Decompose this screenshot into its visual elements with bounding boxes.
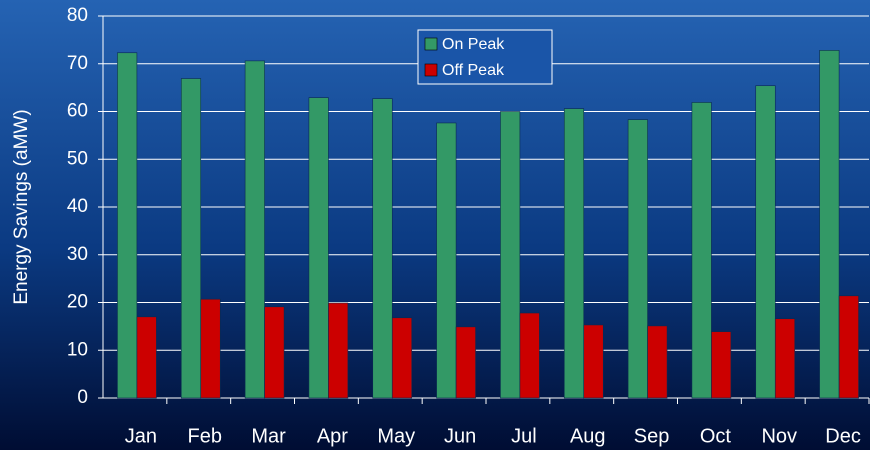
bar: [691, 102, 712, 399]
bar: [819, 50, 840, 399]
y-tick-label: 60: [67, 101, 88, 122]
bar: [200, 298, 221, 399]
x-tick-label: Mar: [251, 425, 286, 447]
y-tick-label: 70: [67, 53, 88, 74]
bar: [136, 316, 157, 399]
bar: [838, 295, 859, 399]
bar: [583, 324, 604, 399]
legend: On Peak Off Peak: [417, 29, 553, 85]
x-tick-label: Apr: [317, 425, 348, 447]
bar: [308, 97, 329, 399]
bar: [244, 60, 265, 399]
y-tick-label: 10: [67, 339, 88, 360]
x-tick-label: May: [377, 425, 415, 447]
x-tick-label: Dec: [825, 425, 861, 447]
bar: [436, 122, 457, 399]
bar: [328, 302, 349, 399]
y-tick-label: 80: [67, 5, 88, 26]
bar: [500, 111, 521, 399]
bar: [372, 98, 393, 399]
bar: [455, 326, 476, 399]
bar: [563, 108, 585, 399]
x-tick-label: Nov: [761, 425, 797, 447]
y-tick-label: 40: [67, 196, 88, 217]
bar: [711, 331, 732, 399]
x-tick-label: Jul: [511, 425, 537, 447]
x-tick-label: Feb: [188, 425, 222, 447]
bar: [391, 317, 413, 399]
bar: [627, 119, 648, 399]
legend-label: On Peak: [442, 36, 505, 53]
bar: [755, 85, 776, 399]
x-tick-label: Aug: [570, 425, 606, 447]
bar: [117, 52, 138, 399]
bar: [519, 312, 540, 399]
x-tick-label: Oct: [700, 425, 732, 447]
bar: [264, 306, 285, 399]
y-tick-label: 20: [67, 292, 88, 313]
bar: [647, 325, 668, 399]
legend-swatch: [424, 37, 438, 51]
legend-swatch: [424, 63, 438, 77]
y-tick-label: 50: [67, 148, 88, 169]
bar: [774, 318, 796, 399]
y-axis-title: Energy Savings (aMW): [11, 109, 32, 304]
y-tick-label: 30: [67, 244, 88, 265]
bar: [180, 78, 202, 399]
legend-box: [417, 29, 553, 85]
x-tick-label: Jun: [444, 425, 476, 447]
y-tick-label: 0: [77, 387, 88, 408]
legend-label: Off Peak: [442, 62, 505, 79]
x-tick-label: Jan: [125, 425, 157, 447]
x-tick-label: Sep: [634, 425, 670, 447]
